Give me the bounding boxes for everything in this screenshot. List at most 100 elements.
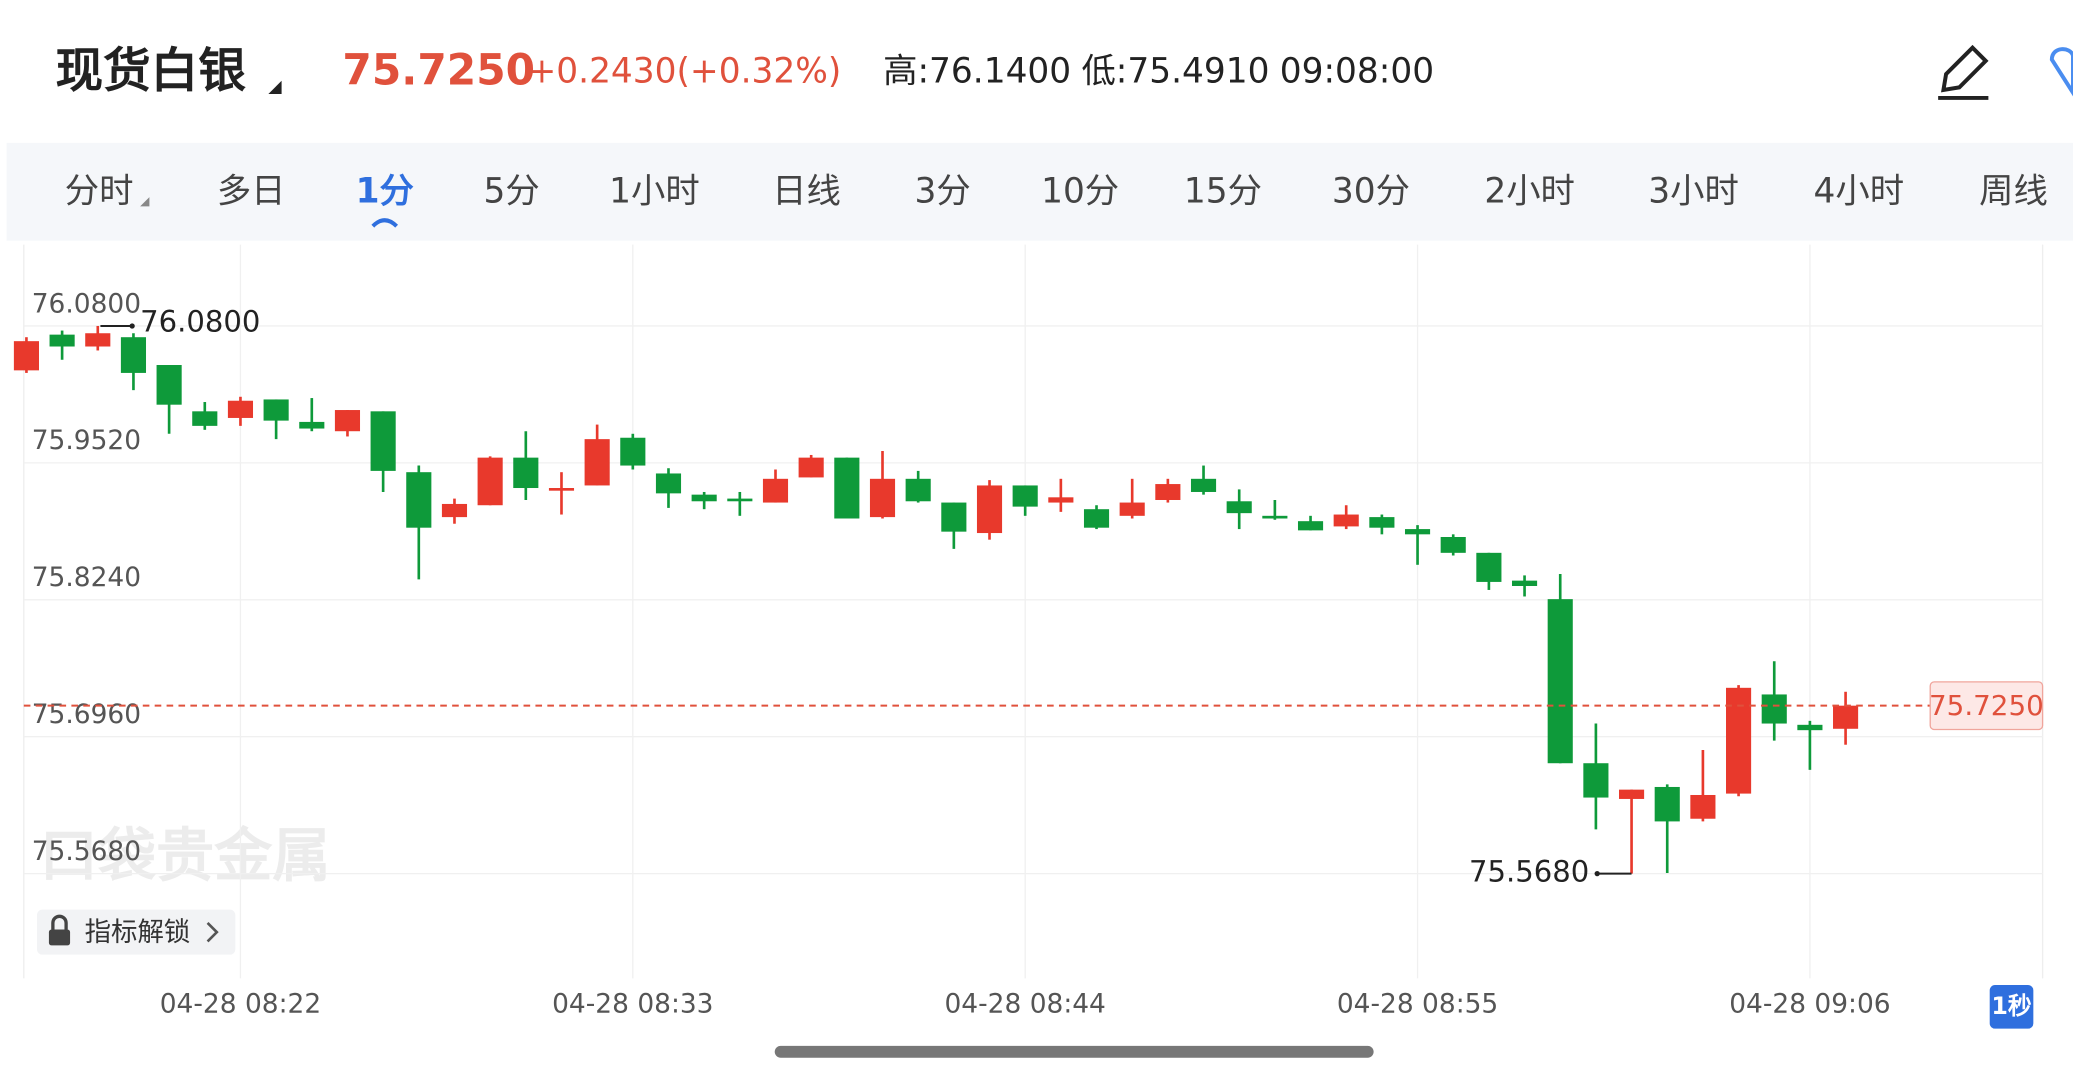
max-marker-dot xyxy=(129,323,135,329)
dropdown-icon[interactable] xyxy=(268,80,282,94)
tab[interactable]: 周线 xyxy=(1979,172,2048,212)
candle-body xyxy=(1297,521,1324,531)
candle-body xyxy=(584,439,610,486)
candle-body xyxy=(976,485,1003,534)
x-tick-label: 04-28 08:33 xyxy=(552,988,713,1019)
candle-body xyxy=(798,457,824,478)
candle-body xyxy=(406,472,432,528)
candle-body xyxy=(1547,599,1573,764)
current-price-box xyxy=(1929,681,2044,731)
button-bg xyxy=(37,909,236,955)
button-label: 指标解锁 xyxy=(85,917,191,948)
x-tick-label: 04-28 08:55 xyxy=(1337,988,1498,1019)
candle-body xyxy=(1012,485,1038,507)
lock-icon xyxy=(51,914,68,930)
day-high: 高:76.1400 xyxy=(883,51,1071,91)
candle-body xyxy=(1511,580,1538,586)
tab[interactable]: 日线 xyxy=(772,172,841,212)
candle-body xyxy=(834,457,860,519)
scrollbar[interactable] xyxy=(774,1045,1374,1058)
candle-body xyxy=(1369,517,1395,528)
favorite-icon[interactable] xyxy=(2049,47,2073,97)
tab[interactable]: 15分 xyxy=(1184,172,1262,212)
day-low: 低:75.4910 xyxy=(1081,51,1269,91)
lock-icon xyxy=(48,929,71,946)
candle-body xyxy=(441,503,468,518)
watermark: 口袋贵金属 xyxy=(40,822,331,890)
candle-body xyxy=(1048,497,1074,503)
candle-body xyxy=(691,494,717,502)
tab[interactable]: 30分 xyxy=(1332,172,1410,212)
x-tick-label: 04-28 08:44 xyxy=(944,988,1105,1019)
edit-icon[interactable] xyxy=(1938,44,1989,100)
candle-body xyxy=(1833,705,1859,729)
candle-body xyxy=(1726,687,1752,794)
candle-body xyxy=(49,334,75,347)
candle-body xyxy=(941,502,967,532)
candle-body xyxy=(1333,514,1359,527)
candle-body xyxy=(120,337,147,373)
candle-body xyxy=(1797,724,1823,731)
last-price: 75.7250 xyxy=(342,45,535,94)
candle-body xyxy=(1440,537,1466,553)
candle-body xyxy=(192,411,218,426)
candle-body xyxy=(156,365,182,405)
tab[interactable]: 4小时 xyxy=(1814,172,1905,212)
chevron xyxy=(206,921,219,943)
interval-badge[interactable] xyxy=(1989,985,2034,1029)
x-tick-label: 04-28 09:06 xyxy=(1729,988,1890,1019)
y-tick-label: 75.8240 xyxy=(32,562,141,593)
instrument-name: 现货白银 xyxy=(56,44,247,99)
candle-body xyxy=(1583,763,1609,798)
tab-bar xyxy=(6,142,2073,241)
candle-body xyxy=(727,498,753,502)
candle-body xyxy=(227,400,254,418)
current-price-label: 75.7250 xyxy=(1929,689,2044,722)
tab-indicator xyxy=(371,218,399,228)
tab[interactable]: 分时 xyxy=(65,172,134,212)
x-tick-label: 04-28 08:22 xyxy=(160,988,321,1019)
candle-body xyxy=(1262,515,1288,519)
min-marker-dot xyxy=(1594,870,1600,877)
candle-body xyxy=(905,478,931,502)
tab[interactable]: 5分 xyxy=(484,172,540,212)
tab[interactable]: 3小时 xyxy=(1648,172,1739,212)
candle-body xyxy=(1190,478,1217,492)
candle-body xyxy=(370,411,396,471)
indicator-button[interactable]: 指标解锁 xyxy=(37,909,236,955)
candle-body xyxy=(334,410,361,432)
candle-body xyxy=(13,341,40,371)
price-change: +0.2430(+0.32%) xyxy=(528,51,842,91)
y-tick-label: 76.0800 xyxy=(32,288,141,319)
candle-body xyxy=(1690,794,1716,819)
tab[interactable]: 3分 xyxy=(915,172,971,212)
tab[interactable]: 2小时 xyxy=(1484,172,1575,212)
candle-body xyxy=(1226,501,1252,514)
candle-body xyxy=(477,457,503,506)
candle-body xyxy=(1155,484,1181,500)
candle-body xyxy=(655,473,682,494)
candle-body xyxy=(1083,509,1110,528)
tab[interactable]: 1分 xyxy=(356,172,414,212)
candle-body xyxy=(548,488,575,491)
candle-body xyxy=(1654,786,1680,822)
candle-body xyxy=(299,421,325,429)
candle-body xyxy=(1404,529,1431,535)
quote-time: 09:08:00 xyxy=(1280,51,1434,91)
candle-body xyxy=(1476,552,1502,582)
max-marker-label: 76.0800 xyxy=(140,304,260,338)
tab[interactable]: 1小时 xyxy=(609,172,700,212)
candle-body xyxy=(869,478,896,518)
y-tick-label: 75.5680 xyxy=(32,836,141,867)
min-marker-label: 75.5680 xyxy=(1469,855,1589,889)
candle-body xyxy=(85,333,111,347)
interval-badge-label: 1秒 xyxy=(1991,992,2032,1020)
tab-dropdown-icon xyxy=(140,197,150,207)
tab[interactable]: 多日 xyxy=(217,172,286,212)
candle-body xyxy=(513,457,539,489)
tab[interactable]: 10分 xyxy=(1041,172,1119,212)
y-tick-label: 75.6960 xyxy=(32,699,141,730)
candle-body xyxy=(1119,502,1145,516)
